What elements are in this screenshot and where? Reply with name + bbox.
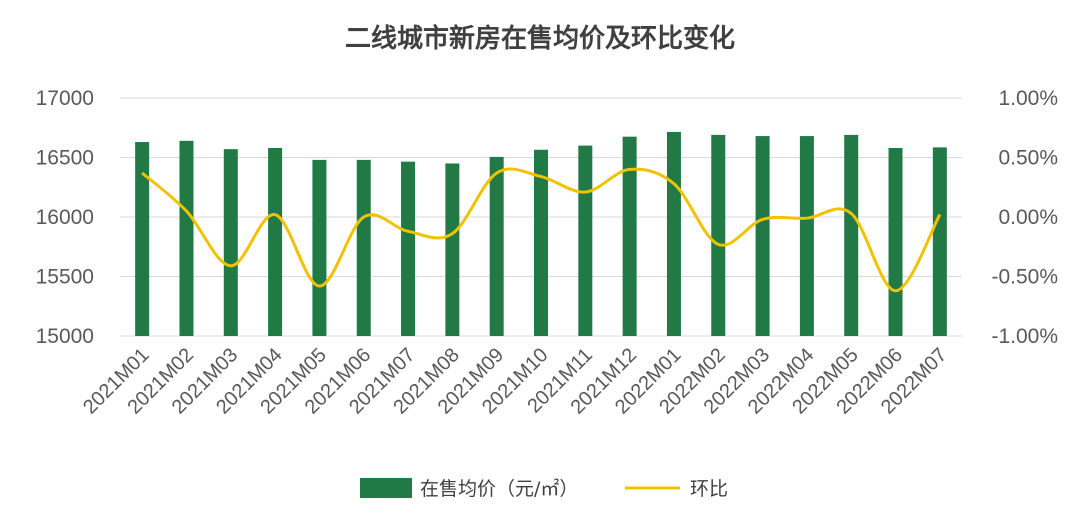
bar [223, 149, 238, 336]
bar [356, 159, 371, 336]
y-right-tick-label: -0.50% [991, 266, 1058, 289]
y-left-tick-label: 17000 [36, 87, 94, 110]
line-point [939, 214, 941, 216]
bar [179, 140, 194, 336]
line-point [451, 233, 453, 235]
y-left-tick-label: 16500 [36, 147, 94, 170]
line-point [496, 172, 498, 174]
line-point [540, 176, 542, 178]
bar [622, 136, 637, 336]
bar [312, 159, 327, 336]
line-point [230, 265, 232, 267]
bar [844, 134, 859, 336]
line-point [806, 217, 808, 219]
legend: 在售均价（元/㎡） 环比 [360, 477, 728, 500]
bar [135, 142, 150, 336]
bar [489, 156, 504, 336]
bar [755, 136, 770, 336]
line-point [274, 214, 276, 216]
y-left-tick-label: 15500 [36, 266, 94, 289]
line-point [185, 210, 187, 212]
y-left-tick-label: 16000 [36, 206, 94, 229]
legend-label-bar: 在售均价（元/㎡） [420, 477, 578, 500]
y-right-tick-label: 0.50% [998, 147, 1058, 170]
line-series [141, 167, 942, 293]
bar [799, 136, 814, 336]
bar [932, 147, 947, 336]
bar [268, 147, 283, 336]
bar [445, 163, 460, 336]
line-point [895, 290, 897, 292]
bar [888, 147, 903, 336]
bar [666, 131, 681, 336]
line-point [850, 212, 852, 214]
line-point [673, 183, 675, 185]
y-right-tick-label: -1.00% [991, 325, 1058, 348]
line-point [363, 216, 365, 218]
line-point [717, 243, 719, 245]
bar [534, 149, 548, 336]
bar [578, 145, 593, 336]
line-point [318, 285, 320, 287]
bar [711, 134, 726, 336]
y-left-tick-label: 15000 [36, 325, 94, 348]
line-point [629, 168, 631, 170]
legend-label-line: 环比 [690, 478, 728, 500]
line-point [584, 191, 586, 193]
line-point [762, 218, 764, 220]
line-point [141, 172, 143, 174]
y-right-tick-label: 1.00% [998, 87, 1058, 110]
y-right-tick-label: 0.00% [998, 206, 1058, 229]
bar [401, 161, 416, 336]
line-point [407, 230, 409, 232]
legend-swatch-bar [360, 478, 412, 498]
chart-title: 二线城市新房在售均价及环比变化 [344, 24, 735, 54]
